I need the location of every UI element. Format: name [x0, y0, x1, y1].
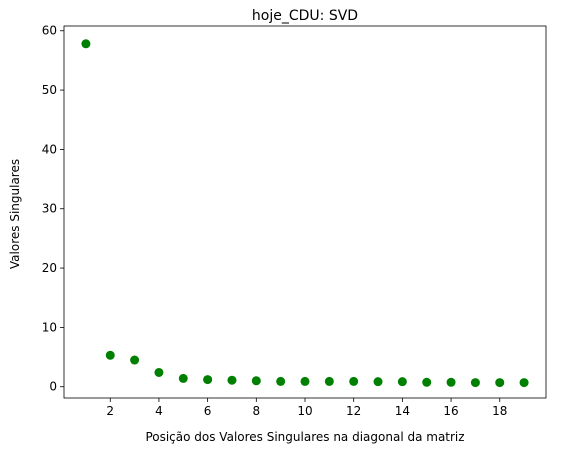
- y-axis-title: Valores Singulares: [8, 159, 22, 269]
- x-tick-label: 2: [106, 404, 114, 418]
- x-tick-label: 10: [297, 404, 312, 418]
- y-tick-label: 10: [42, 320, 57, 334]
- data-point: [349, 376, 359, 386]
- x-tick-label: 4: [155, 404, 163, 418]
- y-tick-label: 60: [42, 24, 57, 38]
- x-tick-label: 12: [346, 404, 361, 418]
- data-point: [373, 377, 383, 387]
- y-tick-label: 50: [42, 83, 57, 97]
- data-point: [519, 378, 529, 388]
- y-tick-label: 0: [49, 380, 57, 394]
- plot-frame: [63, 25, 547, 399]
- data-point: [300, 376, 310, 386]
- data-point: [446, 377, 456, 387]
- x-tick-label: 18: [492, 404, 507, 418]
- x-tick-label: 14: [395, 404, 410, 418]
- data-point: [130, 355, 140, 365]
- y-tick-label: 30: [42, 202, 57, 216]
- data-point: [276, 376, 286, 386]
- data-point: [227, 375, 237, 385]
- y-tick-label: 40: [42, 142, 57, 156]
- data-point: [324, 376, 334, 386]
- data-point: [178, 373, 188, 383]
- data-point: [81, 39, 91, 49]
- data-point: [397, 377, 407, 387]
- x-tick-label: 16: [443, 404, 458, 418]
- data-point: [422, 377, 432, 387]
- data-point: [470, 378, 480, 388]
- x-tick-label: 6: [204, 404, 212, 418]
- y-tick-label: 20: [42, 261, 57, 275]
- x-axis-title: Posição dos Valores Singulares na diagon…: [145, 430, 464, 444]
- x-tick-label: 8: [252, 404, 260, 418]
- chart-title: hoje_CDU: SVD: [252, 8, 358, 24]
- data-point: [495, 378, 505, 388]
- data-point: [203, 375, 213, 385]
- data-point: [154, 367, 164, 377]
- plot-area: 2 4 6 8 10 12 14 16 18 0 10 20 30 40 50 60: [42, 24, 547, 418]
- data-point: [105, 350, 115, 360]
- data-point: [251, 376, 261, 386]
